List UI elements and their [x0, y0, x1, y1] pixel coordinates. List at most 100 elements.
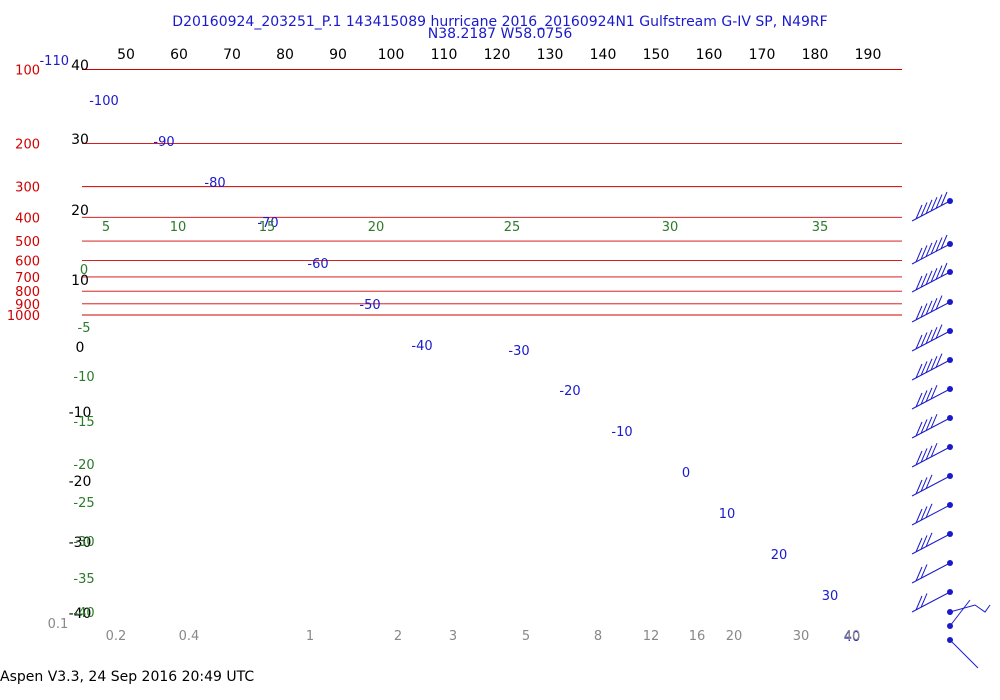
wind-barb-staff: [911, 533, 951, 555]
wind-barb-flag: [920, 390, 928, 405]
wind-barb-flag: [930, 443, 938, 458]
mixing-ratio-label: 20: [726, 629, 743, 644]
height-scale-tick-label: -30: [69, 535, 92, 551]
moist-adiabat-label: 20: [368, 220, 385, 235]
wind-barb-flag: [920, 303, 928, 318]
pressure-tick-label: 600: [15, 255, 40, 270]
height-scale-tick-label: -20: [69, 474, 92, 490]
wind-barb-flag: [915, 421, 923, 437]
isotherm-label: -60: [307, 257, 328, 272]
top-scale-tick-label: 120: [484, 47, 511, 63]
wind-barb-flag: [915, 595, 923, 611]
wind-barb-flag: [935, 194, 943, 209]
mixing-ratio-label: 12: [643, 629, 660, 644]
mixing-ratio-label: 0.1: [48, 617, 69, 632]
top-scale-tick-label: 190: [855, 47, 882, 63]
wind-barb-staff: [949, 639, 979, 669]
wind-barb-flag: [915, 305, 923, 321]
mixing-ratio-label: 0.4: [179, 629, 200, 644]
wind-barb-flag: [920, 202, 928, 217]
top-scale-tick-label: 180: [802, 47, 829, 63]
wind-barb-flag: [920, 506, 928, 521]
mixing-ratio-label: 40: [844, 629, 861, 644]
pressure-tick-label: 800: [15, 285, 40, 300]
moist-adiabat-label: 35: [812, 220, 829, 235]
top-scale-tick-label: 60: [170, 47, 188, 63]
wind-barb-flag: [935, 295, 943, 310]
mixing-ratio-label: 5: [522, 629, 530, 644]
wind-barb-flag: [925, 358, 933, 373]
wind-barb-flag: [940, 191, 948, 207]
moist-adiabat-label: 30: [662, 220, 679, 235]
wind-barb-flag: [940, 262, 948, 278]
chart-subtitle: N38.2187 W58.0756: [427, 26, 573, 42]
mixing-ratio-label: 16: [689, 629, 706, 644]
pressure-tick-label: 700: [15, 271, 40, 286]
wind-barb-flag: [920, 419, 928, 434]
wind-barb-staff: [911, 591, 951, 613]
wind-barb-flag: [930, 327, 938, 342]
wind-barb-flag: [915, 508, 923, 524]
wind-barb-flag: [915, 247, 923, 263]
mixing-ratio-label: 8: [594, 629, 602, 644]
pressure-tick-label: 1000: [7, 309, 40, 324]
top-scale-tick-label: 140: [590, 47, 617, 63]
mixing-ratio-label: 30: [793, 629, 810, 644]
chart-title: D20160924_203251_P.1 143415089 hurricane…: [172, 14, 828, 30]
top-scale-tick-label: 50: [117, 47, 135, 63]
wind-barb-flag: [925, 474, 933, 489]
top-scale-tick-label: 90: [329, 47, 347, 63]
height-scale-tick-label: 40: [71, 58, 89, 74]
height-scale-tick-label: 30: [71, 132, 89, 148]
mixing-ratio-label: 0.2: [106, 629, 127, 644]
wind-barb-flag: [915, 363, 923, 379]
wind-barb-flag: [930, 268, 938, 283]
footer-text: Aspen V3.3, 24 Sep 2016 20:49 UTC: [0, 669, 255, 685]
moist-adiabat-label: 15: [259, 220, 276, 235]
wind-barb-flag: [930, 240, 938, 255]
wind-barb-flag: [925, 199, 933, 214]
wind-barb-flag: [920, 245, 928, 260]
pressure-tick-label: 100: [15, 64, 40, 79]
wind-barb-flag: [935, 237, 943, 252]
wind-barb-flag: [935, 265, 943, 280]
moist-adiabat-label: 10: [170, 220, 187, 235]
moist-adiabat-label: -40: [73, 606, 94, 621]
isotherm-label: -40: [411, 339, 432, 354]
wind-barb-flag: [930, 298, 938, 313]
top-scale-tick-label: 80: [276, 47, 294, 63]
height-scale-tick-label: -10: [69, 405, 92, 421]
moist-adiabat-label: 0: [80, 263, 88, 278]
wind-barb-flag: [925, 242, 933, 257]
mixing-ratio-label: 2: [394, 629, 402, 644]
wind-barb-flag: [925, 329, 933, 344]
mixing-ratio-label: 3: [449, 629, 457, 644]
pressure-tick-label: 300: [15, 181, 40, 196]
top-scale-tick-label: 100: [378, 47, 405, 63]
top-scale-tick-label: 110: [431, 47, 458, 63]
moist-adiabat-label: -5: [78, 321, 91, 336]
wind-barb-flag: [935, 324, 943, 339]
wind-barb-flag: [925, 416, 933, 431]
wind-barb-flag: [925, 532, 933, 547]
wind-barb-flag: [920, 273, 928, 288]
isotherm-label: 20: [771, 548, 788, 563]
moist-adiabat-label: -10: [73, 370, 94, 385]
isotherm-label: 40: [844, 630, 861, 645]
isotherm-label: -10: [611, 425, 632, 440]
isotherm-label: -90: [153, 135, 174, 150]
top-scale-tick-label: 160: [696, 47, 723, 63]
top-scale-tick-label: 70: [223, 47, 241, 63]
moist-adiabat-label: -35: [73, 572, 94, 587]
pressure-tick-label: 400: [15, 211, 40, 226]
wind-barb-staff: [911, 475, 951, 497]
wind-barb-flag: [930, 414, 938, 429]
pressure-tick-label: 900: [15, 298, 40, 313]
wind-barb-flag: [925, 445, 933, 460]
moist-adiabat-label: 25: [504, 220, 521, 235]
top-scale-tick-label: 150: [643, 47, 670, 63]
wind-barb-flag: [920, 361, 928, 376]
isotherm-label: 0: [682, 466, 690, 481]
isotherm-label: 10: [719, 507, 736, 522]
